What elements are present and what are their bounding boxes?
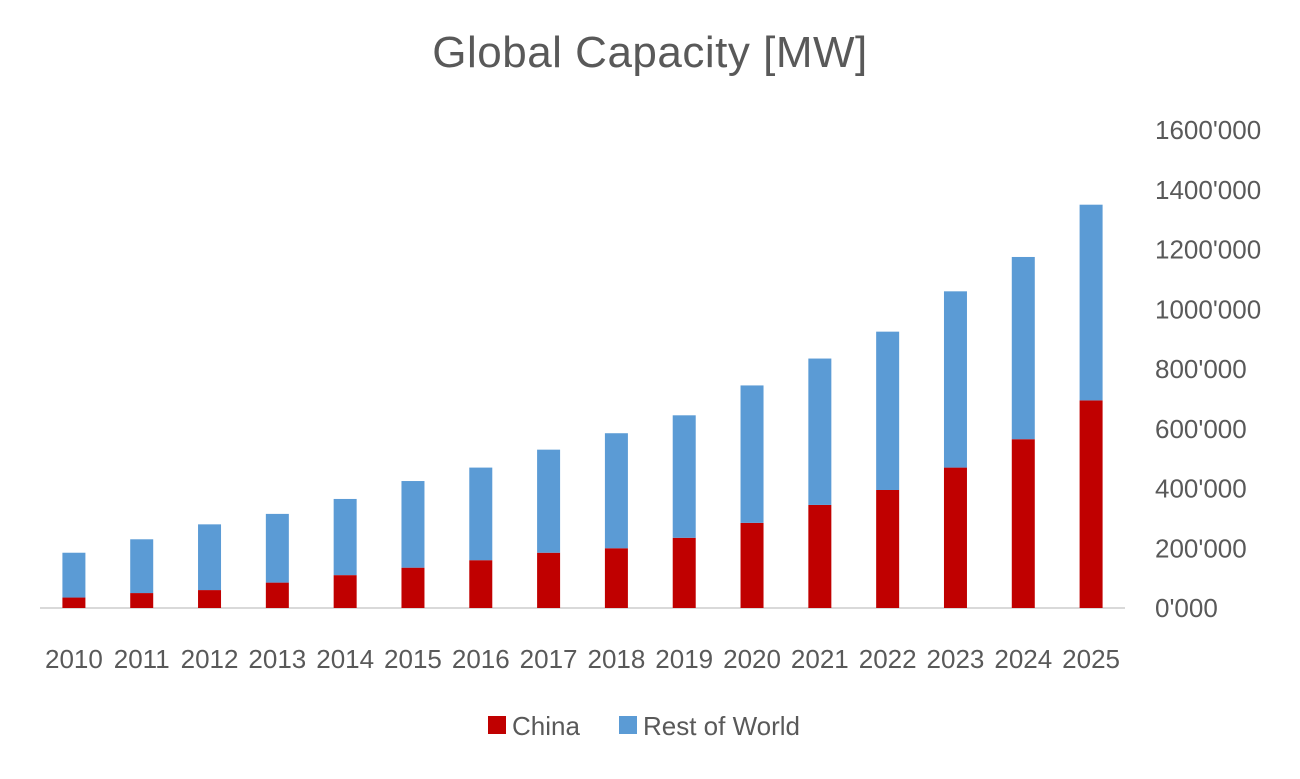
legend-swatch-china (488, 716, 506, 734)
bar-china-2022 (876, 489, 900, 608)
y-tick-label: 200'000 (1155, 533, 1247, 563)
x-tick-label: 2021 (791, 644, 849, 674)
bar-rest-of-world-2017 (537, 449, 561, 553)
legend-label-china: China (512, 711, 580, 741)
bar-china-2016 (469, 560, 493, 608)
bar-china-2017 (537, 552, 561, 608)
x-tick-label: 2017 (520, 644, 578, 674)
x-tick-label: 2012 (181, 644, 239, 674)
y-tick-label: 800'000 (1155, 354, 1247, 384)
x-tick-label: 2013 (248, 644, 306, 674)
x-tick-label: 2018 (587, 644, 645, 674)
bar-china-2014 (333, 575, 357, 608)
y-tick-label: 400'000 (1155, 474, 1247, 504)
x-tick-label: 2025 (1062, 644, 1120, 674)
bar-rest-of-world-2012 (198, 524, 222, 591)
legend-label-rest-of-world: Rest of World (643, 711, 800, 741)
bar-rest-of-world-2023 (943, 291, 967, 468)
y-tick-label: 1000'000 (1155, 294, 1261, 324)
y-tick-label: 1200'000 (1155, 235, 1261, 265)
bar-china-2021 (808, 504, 832, 608)
bar-rest-of-world-2020 (740, 385, 764, 523)
x-tick-label: 2023 (927, 644, 985, 674)
x-tick-label: 2010 (45, 644, 103, 674)
bar-china-2011 (130, 593, 154, 608)
bar-rest-of-world-2022 (876, 331, 900, 490)
legend-swatch-rest-of-world (619, 716, 637, 734)
bar-china-2012 (198, 590, 222, 608)
x-tick-label: 2016 (452, 644, 510, 674)
x-tick-label: 2019 (655, 644, 713, 674)
bar-rest-of-world-2024 (1011, 256, 1035, 440)
bar-rest-of-world-2025 (1079, 204, 1103, 401)
y-tick-label: 1400'000 (1155, 175, 1261, 205)
bar-china-2018 (604, 548, 628, 608)
bar-rest-of-world-2016 (469, 467, 493, 561)
bar-china-2019 (672, 537, 696, 608)
bar-china-2013 (265, 582, 289, 608)
bar-china-2010 (62, 597, 86, 608)
bar-rest-of-world-2021 (808, 358, 832, 505)
bar-rest-of-world-2011 (130, 539, 154, 594)
x-tick-label: 2015 (384, 644, 442, 674)
bar-rest-of-world-2013 (265, 513, 289, 583)
bar-china-2020 (740, 522, 764, 608)
y-tick-label: 0'000 (1155, 593, 1218, 623)
bar-rest-of-world-2019 (672, 415, 696, 538)
x-tick-label: 2011 (114, 644, 170, 674)
x-tick-label: 2022 (859, 644, 917, 674)
x-tick-label: 2014 (316, 644, 374, 674)
bar-china-2023 (943, 467, 967, 608)
bar-rest-of-world-2015 (401, 481, 425, 568)
bar-rest-of-world-2018 (604, 433, 628, 549)
bar-china-2015 (401, 567, 425, 608)
bar-rest-of-world-2014 (333, 498, 357, 576)
y-tick-label: 1600'000 (1155, 115, 1261, 145)
chart-title: Global Capacity [MW] (432, 28, 868, 77)
x-tick-label: 2024 (994, 644, 1052, 674)
bar-china-2025 (1079, 400, 1103, 608)
y-tick-label: 600'000 (1155, 414, 1247, 444)
x-tick-label: 2020 (723, 644, 781, 674)
bar-china-2024 (1011, 439, 1035, 608)
bar-rest-of-world-2010 (62, 552, 86, 598)
